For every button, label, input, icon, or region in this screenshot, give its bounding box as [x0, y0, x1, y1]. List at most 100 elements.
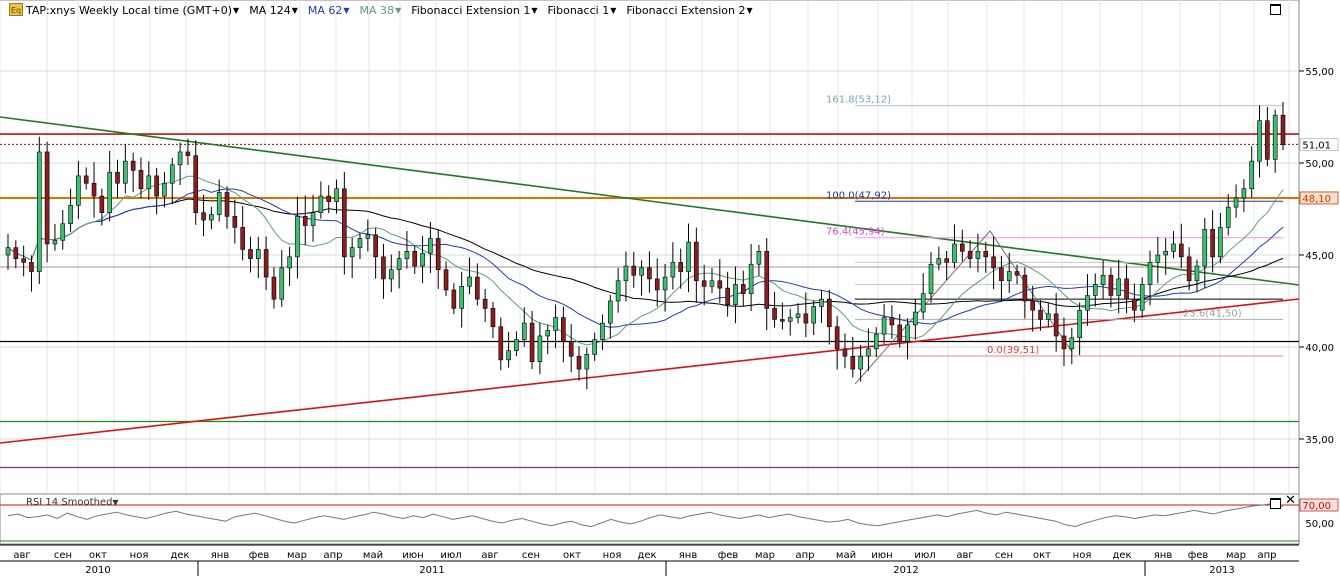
candle-body — [803, 313, 809, 324]
candle-body — [396, 258, 402, 271]
candle-body — [952, 243, 957, 263]
candle-body — [467, 276, 472, 287]
uptrend-line-red — [0, 298, 1300, 444]
month-label: мар — [1226, 550, 1246, 561]
month-label: июн — [402, 550, 423, 561]
month-label: июл — [914, 550, 935, 561]
candle-body — [381, 256, 386, 280]
candle-body — [568, 341, 574, 357]
candle-body — [600, 322, 605, 340]
candle-body — [130, 160, 136, 171]
candle-body — [1014, 271, 1020, 276]
fibonacci-level-label: 161.8(53,12) — [826, 95, 891, 106]
candle-body — [764, 251, 770, 309]
candle-body — [858, 355, 863, 370]
month-label: май — [363, 550, 383, 561]
ma124-label: MA 124 — [249, 3, 291, 17]
candle-body — [537, 335, 543, 363]
candle-body — [1163, 251, 1168, 256]
candle-body — [68, 205, 73, 225]
rsi-indicator-menu[interactable]: RSI 14 Smoothed▼ — [26, 497, 119, 508]
candle-body — [506, 350, 511, 361]
year-label: 2012 — [893, 565, 918, 576]
candle-body — [740, 284, 746, 294]
candle-body — [216, 192, 222, 215]
candle-body — [733, 284, 738, 305]
rsi-label: RSI 14 Smoothed — [26, 497, 113, 508]
month-label: янв — [211, 550, 230, 561]
candle-body — [521, 322, 527, 340]
candle-body — [608, 300, 613, 324]
candle-body — [1210, 228, 1215, 258]
fib-extension-1-label: Fibonacci Extension 1 — [411, 3, 531, 17]
candle-body — [694, 241, 699, 282]
candle-body — [1046, 313, 1051, 320]
candle-body — [944, 258, 949, 263]
rsi-maximize-button[interactable] — [1270, 498, 1281, 509]
ma62-line — [7, 188, 1284, 328]
rsi-close-icon[interactable]: ✕ — [1285, 493, 1296, 508]
fib-extension-2-menu[interactable]: Fibonacci Extension 2 ▼ — [626, 3, 752, 17]
month-label: дек — [637, 550, 656, 561]
ma124-menu[interactable]: MA 124 ▼ — [249, 3, 298, 17]
candle-body — [827, 298, 832, 328]
downtrend-line-green — [0, 116, 1300, 286]
candle-body — [310, 212, 316, 226]
candle-body — [623, 265, 629, 282]
candle-body — [576, 355, 582, 370]
candle-body — [670, 262, 676, 278]
candle-body — [1171, 243, 1176, 252]
candle-body — [357, 238, 363, 248]
candle-body — [482, 298, 488, 309]
candle-body — [1108, 274, 1114, 296]
month-label: ноя — [603, 550, 622, 561]
symbol-menu[interactable]: TAP:xnys Weekly Local time (GMT+0) ▼ — [26, 3, 239, 17]
candle-body — [209, 214, 214, 221]
candle-body — [388, 269, 394, 280]
price-marker-label: 48,10 — [1302, 194, 1331, 205]
candle-body — [412, 251, 418, 267]
year-label: 2010 — [85, 565, 110, 576]
candle-body — [36, 151, 42, 272]
candle-body — [154, 175, 159, 197]
price-panel-background — [0, 0, 1300, 495]
time-axis: авг сен окт ноя дек янв фев мар апр май июн июл авг с… — [0, 544, 1340, 576]
candle-body — [287, 256, 292, 269]
ma38-menu[interactable]: MA 38 ▼ — [360, 3, 402, 17]
candle-body — [1053, 313, 1059, 337]
candle-body — [772, 308, 777, 320]
candle-body — [936, 258, 942, 265]
candle-body — [1022, 274, 1028, 302]
year-label: 2013 — [1209, 565, 1234, 576]
maximize-panel-button[interactable] — [1270, 4, 1281, 15]
fibonacci-level-label: 100.0(47,92) — [826, 190, 891, 201]
candle-body — [1280, 114, 1286, 145]
equity-icon[interactable]: Eq — [9, 3, 23, 16]
candle-body — [295, 216, 300, 258]
candle-body — [686, 241, 691, 272]
candle-body — [514, 339, 519, 351]
fibonacci-1-menu[interactable]: Fibonacci 1 ▼ — [548, 3, 617, 17]
candle-body — [725, 287, 730, 305]
dropdown-arrow-icon: ▼ — [291, 5, 298, 15]
candlesticks — [5, 102, 1286, 390]
candle-body — [756, 251, 762, 265]
candle-body — [177, 151, 183, 166]
candle-body — [1155, 254, 1161, 263]
symbol-label: TAP:xnys Weekly Local time (GMT+0) — [26, 3, 233, 17]
candle-body — [279, 267, 285, 300]
candle-body — [60, 223, 66, 241]
candle-body — [1233, 197, 1239, 208]
candle-body — [138, 170, 144, 190]
ma62-menu[interactable]: MA 62 ▼ — [308, 3, 350, 17]
month-label: фев — [249, 550, 270, 561]
month-label: окт — [1033, 550, 1051, 561]
candle-body — [1249, 160, 1255, 190]
candle-body — [561, 317, 566, 342]
fib-extension-1-menu[interactable]: Fibonacci Extension 1 ▼ — [411, 3, 537, 17]
price-marker-label: 51,01 — [1302, 140, 1331, 151]
ma38-line — [7, 175, 1284, 346]
candle-body — [748, 263, 754, 294]
candle-body — [29, 262, 34, 272]
